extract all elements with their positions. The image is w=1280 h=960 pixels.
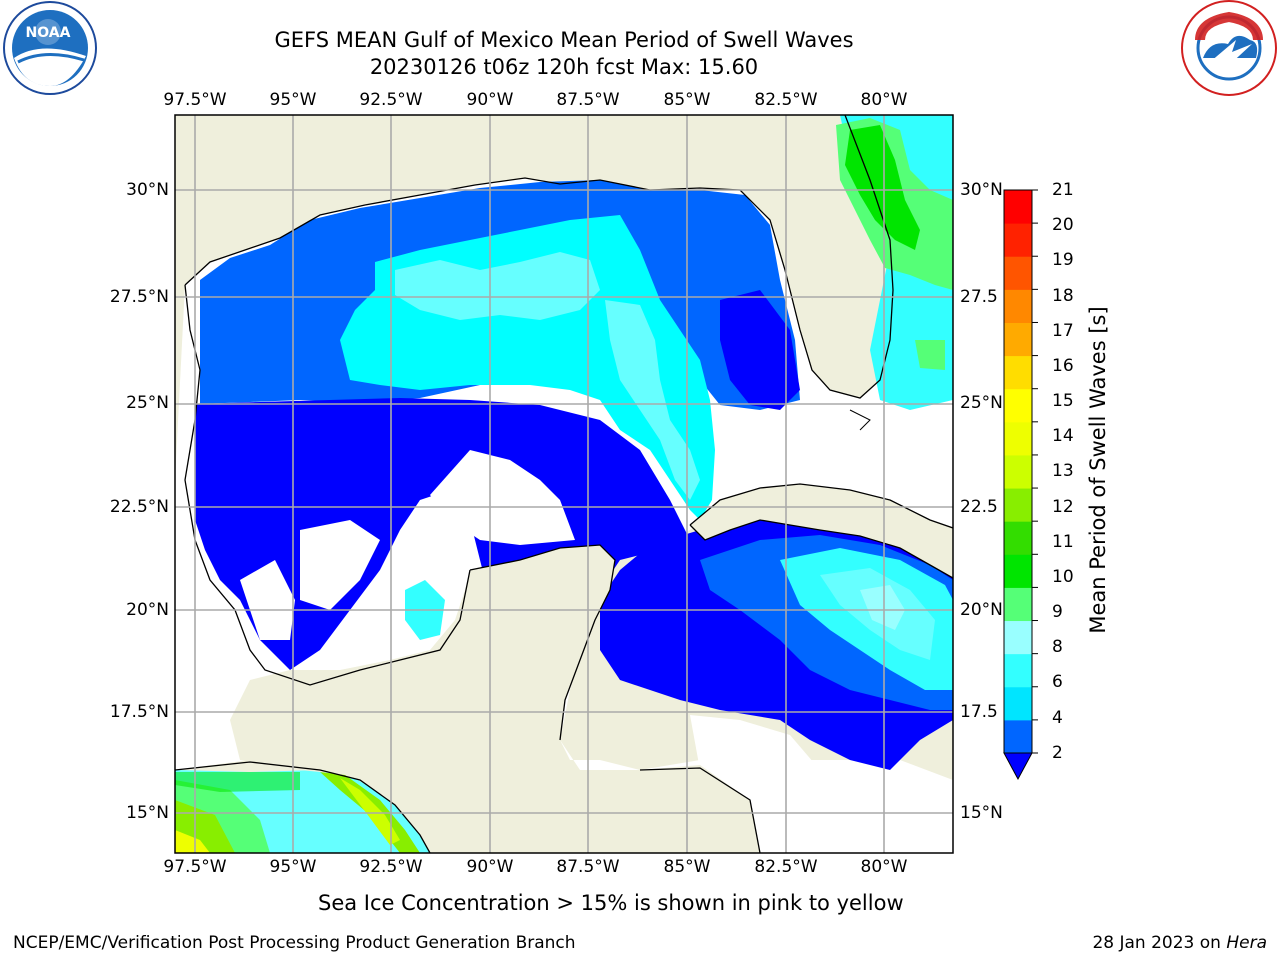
colorbar-swatch (1004, 719, 1032, 754)
colorbar-swatch (1004, 521, 1032, 555)
lon-label-bottom: 85°W (663, 857, 711, 877)
colorbar-swatch (1004, 454, 1032, 489)
colorbar-tick-label: 20 (1052, 215, 1074, 235)
lat-label-left: 15°N (126, 803, 169, 823)
lon-label-bottom: 95°W (269, 857, 317, 877)
lat-label-right: 25°N (960, 393, 1003, 413)
colorbar-tick-label: 14 (1052, 426, 1074, 446)
lon-label-bottom: 80°W (860, 857, 908, 877)
colorbar-outline (1003, 189, 1033, 754)
colorbar-tick-label: 9 (1052, 602, 1063, 622)
lat-label-left: 25°N (126, 393, 169, 413)
colorbar-tick-label: 17 (1052, 321, 1074, 341)
colorbar-extend-arrow (1003, 752, 1033, 781)
colorbar-tick-label: 21 (1052, 180, 1074, 200)
footer-credit: NCEP/EMC/Verification Post Processing Pr… (13, 933, 576, 953)
footer-date: 28 Jan 2023 on Hera (1092, 933, 1267, 953)
footer-date-text: 28 Jan 2023 on (1092, 933, 1227, 953)
lat-label-right: 22.5 (960, 497, 998, 517)
colorbar-swatch (1004, 256, 1032, 290)
colorbar (1003, 189, 1038, 781)
colorbar-tick-label: 15 (1052, 391, 1074, 411)
colorbar-swatch (1004, 289, 1032, 323)
map-subtitle: 20230126 t06z 120h fcst Max: 15.60 (369, 55, 759, 79)
lon-label-top: 95°W (269, 90, 317, 110)
colorbar-tick-label: 6 (1052, 672, 1063, 692)
colorbar-title: Mean Period of Swell Waves [s] (1086, 306, 1110, 634)
lat-label-left: 20°N (126, 600, 169, 620)
lon-label-top: 97.5°W (163, 90, 227, 110)
map-frame (174, 114, 954, 854)
colorbar-tick-label: 4 (1052, 708, 1063, 728)
colorbar-tick-label: 18 (1052, 286, 1074, 306)
lat-label-right: 27.5 (960, 287, 998, 307)
colorbar-swatch (1004, 223, 1032, 257)
lon-label-top: 87.5°W (556, 90, 620, 110)
colorbar-tick-label: 19 (1052, 250, 1074, 270)
lon-label-top: 80°W (860, 90, 908, 110)
lon-label-top: 92.5°W (359, 90, 423, 110)
colorbar-swatch (1004, 355, 1032, 390)
colorbar-tick-label: 12 (1052, 497, 1074, 517)
lat-label-left: 30°N (126, 180, 169, 200)
lon-label-bottom: 87.5°W (556, 857, 620, 877)
colorbar-swatch (1004, 421, 1032, 456)
lat-label-left: 17.5°N (109, 702, 169, 722)
footer-host: Hera (1226, 933, 1267, 953)
colorbar-swatch (1004, 488, 1032, 522)
lat-label-left: 27.5°N (109, 287, 169, 307)
svg-text:NOAA: NOAA (26, 25, 71, 41)
colorbar-swatch (1004, 322, 1032, 357)
lat-label-right: 17.5 (960, 702, 998, 722)
colorbar-tick-label: 16 (1052, 356, 1074, 376)
lat-label-left: 22.5°N (109, 497, 169, 517)
colorbar-swatch (1004, 388, 1032, 423)
lon-label-top: 90°W (466, 90, 514, 110)
noaa-logo: NOAA (3, 1, 97, 95)
map-title: GEFS MEAN Gulf of Mexico Mean Period of … (274, 28, 854, 52)
lon-label-bottom: 82.5°W (754, 857, 818, 877)
colorbar-tick-label: 10 (1052, 567, 1074, 587)
colorbar-swatch (1004, 620, 1032, 655)
lat-label-right: 20°N (960, 600, 1003, 620)
colorbar-tick-label: 8 (1052, 637, 1063, 657)
lon-label-bottom: 90°W (466, 857, 514, 877)
colorbar-tick-label: 13 (1052, 461, 1074, 481)
sea-ice-note: Sea Ice Concentration > 15% is shown in … (318, 891, 904, 915)
colorbar-swatch (1004, 686, 1032, 721)
colorbar-swatch (1004, 587, 1032, 622)
lat-label-right: 30°N (960, 180, 1003, 200)
colorbar-tick-label: 11 (1052, 532, 1074, 552)
colorbar-swatch (1004, 653, 1032, 688)
nws-logo (1181, 0, 1277, 96)
lon-label-bottom: 97.5°W (163, 857, 227, 877)
colorbar-tick-label: 2 (1052, 743, 1063, 763)
lon-label-bottom: 92.5°W (359, 857, 423, 877)
colorbar-swatch (1004, 190, 1032, 224)
colorbar-swatch (1004, 554, 1032, 588)
lon-label-top: 82.5°W (754, 90, 818, 110)
lon-label-top: 85°W (663, 90, 711, 110)
lat-label-right: 15°N (960, 803, 1003, 823)
